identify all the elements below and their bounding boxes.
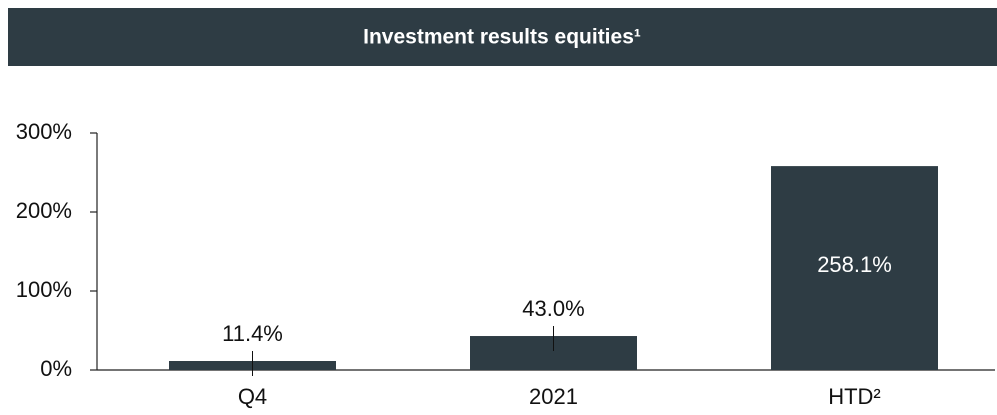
x-tick-label: 2021 [529, 384, 578, 409]
bar [771, 166, 938, 370]
x-tick-label: HTD² [828, 384, 881, 409]
y-tick-label: 0% [40, 356, 72, 381]
chart-title: Investment results equities¹ [363, 26, 641, 49]
title-banner [8, 8, 997, 66]
data-label: 258.1% [817, 252, 892, 277]
y-tick-label: 200% [16, 198, 72, 223]
data-label: 43.0% [522, 296, 584, 321]
data-label: 11.4% [222, 321, 283, 346]
x-tick-label: Q4 [238, 384, 267, 409]
y-tick-label: 300% [16, 119, 72, 144]
y-tick-label: 100% [16, 277, 72, 302]
